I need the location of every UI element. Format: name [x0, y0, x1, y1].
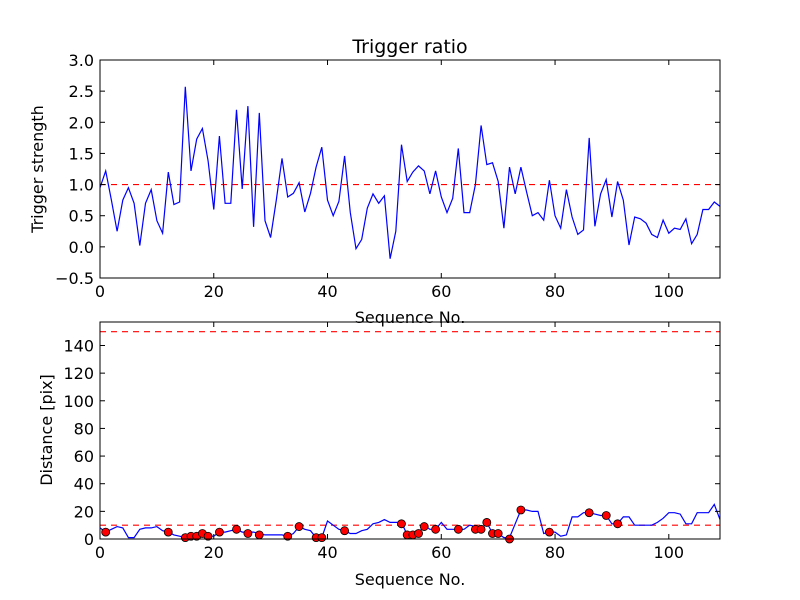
data-point-marker [453, 524, 463, 534]
data-point-marker [317, 533, 327, 543]
x-tick-label: 100 [654, 282, 685, 301]
data-point-marker [516, 505, 526, 515]
x-tick-label: 100 [654, 543, 685, 562]
data-point-marker [544, 527, 554, 537]
x-tick-label: 0 [95, 543, 105, 562]
x-tick-label: 40 [317, 543, 337, 562]
y-tick-label: 1.0 [69, 176, 94, 195]
chart-title: Trigger ratio [351, 36, 467, 58]
data-point-marker [243, 529, 253, 538]
distance-chart: 0 20 40 60 80 100 0 20 40 60 80 100 120 140 Sequence … [37, 321, 721, 589]
y-tick-label: 0.5 [69, 207, 94, 226]
distance-plot-content: 0 20 40 60 80 100 0 20 40 60 80 100 120 140 [63, 322, 721, 562]
data-point-marker [493, 529, 503, 538]
x-tick-label: 20 [204, 543, 224, 562]
x-tick-label: 80 [545, 543, 565, 562]
data-point-marker [476, 524, 486, 534]
y-tick-label: −0.5 [55, 269, 94, 288]
data-point-marker [294, 522, 304, 531]
x-tick-label: 40 [317, 282, 337, 301]
x-tick-label: 0 [95, 282, 105, 301]
plot-frame [99, 59, 721, 279]
y-axis-title: Distance [pix] [37, 374, 56, 486]
y-tick-label: 100 [63, 392, 94, 411]
x-axis-title: Sequence No. [355, 308, 466, 327]
data-point-marker [283, 531, 293, 541]
y-tick-label: 2.5 [69, 82, 94, 101]
trigger-ratio-chart: Trigger ratio 0 20 40 60 80 100 −0.5 0.0 0.5 1.0 1… [28, 36, 721, 327]
data-point-marker [431, 524, 440, 534]
data-point-marker [203, 531, 213, 541]
y-tick-label: 60 [74, 447, 94, 466]
y-axis-title: Trigger strength [28, 105, 47, 234]
x-tick-label: 80 [545, 282, 565, 301]
data-point-marker [482, 518, 492, 527]
y-tick-label: 120 [63, 364, 94, 383]
y-tick-label: 80 [74, 419, 94, 438]
data-point-marker [414, 529, 423, 538]
data-point-marker [215, 527, 224, 537]
data-point-marker [601, 511, 611, 520]
plot-frame [99, 321, 721, 540]
data-point-marker [101, 527, 111, 537]
data-point-marker [584, 508, 594, 518]
y-tick-label: 2.0 [69, 113, 94, 132]
data-point-marker [613, 519, 623, 529]
y-tick-label: 3.0 [69, 51, 94, 70]
y-tick-label: 1.5 [69, 144, 94, 163]
x-tick-label: 60 [431, 543, 451, 562]
x-tick-label: 20 [204, 282, 224, 301]
x-tick-label: 60 [431, 282, 451, 301]
data-point-marker [232, 524, 241, 534]
trigger-plot-content: 0 20 40 60 80 100 −0.5 0.0 0.5 1.0 1.5 2.0 2.5 3.0 [55, 51, 721, 301]
data-point-marker [397, 519, 406, 529]
y-tick-label: 40 [74, 475, 94, 494]
y-tick-label: 140 [63, 336, 94, 355]
data-point-marker [419, 522, 429, 531]
y-tick-label: 20 [74, 502, 94, 521]
data-point-marker [340, 526, 349, 536]
series-line [99, 86, 721, 259]
data-point-marker [254, 530, 264, 540]
x-axis-title: Sequence No. [355, 570, 466, 589]
y-tick-label: 0 [84, 530, 94, 549]
data-point-marker [163, 527, 173, 537]
y-tick-label: 0.0 [69, 238, 94, 257]
